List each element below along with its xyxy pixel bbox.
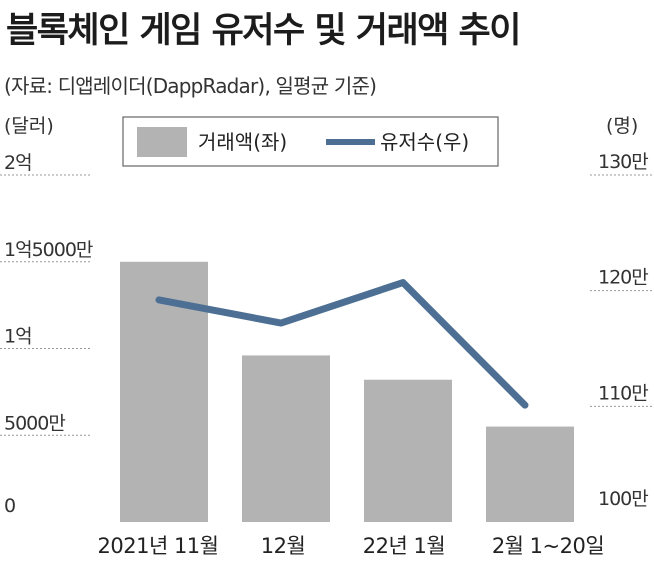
right-tick-label: 130만 bbox=[598, 151, 648, 173]
right-tick-label: 100만 bbox=[598, 488, 648, 510]
legend: 거래액(좌) 유저수(우) bbox=[122, 116, 499, 167]
left-tick-labels: 0 5000만 1억 1억5000만 2억 bbox=[4, 152, 94, 517]
legend-bar-label: 거래액(좌) bbox=[198, 130, 287, 154]
bar bbox=[364, 379, 452, 522]
left-tick-label: 1억5000만 bbox=[4, 239, 93, 261]
legend-bar-swatch bbox=[137, 127, 187, 157]
left-axis-unit: (달러) bbox=[4, 115, 54, 137]
user-line-path bbox=[155, 279, 529, 409]
right-tick-label: 110만 bbox=[598, 382, 648, 404]
bar bbox=[242, 355, 330, 522]
left-tick-label: 2억 bbox=[4, 152, 32, 174]
right-tick-labels: 100만 110만 120만 130만 bbox=[598, 151, 649, 510]
right-tick-label: 120만 bbox=[598, 267, 648, 289]
left-tick-label: 1억 bbox=[4, 326, 32, 348]
x-tick-label: 2월 1~20일 bbox=[492, 534, 604, 558]
left-tick-label: 0 bbox=[4, 495, 15, 517]
bar bbox=[486, 426, 574, 522]
x-tick-label: 22년 1월 bbox=[363, 534, 445, 558]
chart-source: (자료: 디앱레이더(DappRadar), 일평균 기준) bbox=[4, 74, 377, 98]
right-axis-unit: (명) bbox=[606, 115, 638, 137]
chart-title: 블록체인 게임 유저수 및 거래액 추이 bbox=[6, 11, 521, 51]
user-line bbox=[155, 279, 529, 409]
left-tick-label: 5000만 bbox=[4, 412, 65, 434]
legend-line-label: 유저수(우) bbox=[380, 130, 469, 154]
gridlines bbox=[0, 174, 654, 436]
x-tick-label: 12월 bbox=[261, 534, 306, 558]
x-tick-labels: 2021년 11월 12월 22년 1월 2월 1~20일 bbox=[98, 534, 605, 558]
x-tick-label: 2021년 11월 bbox=[98, 534, 219, 558]
